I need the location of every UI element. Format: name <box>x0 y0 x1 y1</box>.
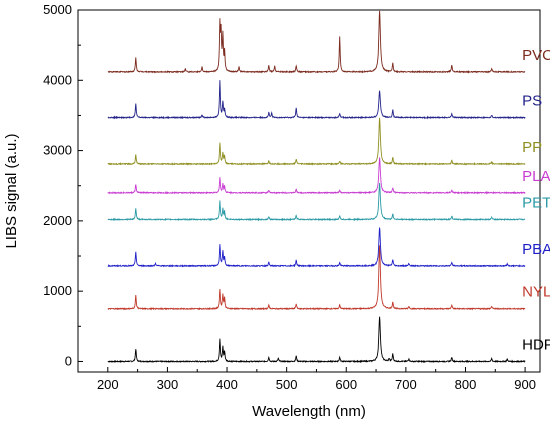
y-axis-title: LIBS signal (a.u.) <box>3 133 20 248</box>
x-tick-label: 600 <box>335 377 357 392</box>
spectrum-pbat <box>107 227 526 268</box>
series-label-pp: PP <box>522 139 542 156</box>
series-label-pla: PLA <box>522 168 550 185</box>
x-tick-label: 800 <box>455 377 477 392</box>
series-labels: HDPE NYLON PBAT PET PLA PP PS PVC <box>522 47 550 354</box>
x-axis-title: Wavelength (nm) <box>252 403 366 420</box>
spectrum-nylon <box>107 245 526 311</box>
series-label-pbat: PBAT <box>522 241 550 258</box>
series-label-pet: PET <box>522 194 550 211</box>
y-tick-label: 5000 <box>43 2 72 17</box>
x-tick-label: 300 <box>157 377 179 392</box>
x-tick-label: 900 <box>514 377 536 392</box>
spectrum-hdpe <box>107 316 526 364</box>
spectrum-pet <box>107 183 526 222</box>
y-tick-label: 3000 <box>43 143 72 158</box>
plot-frame <box>77 9 541 373</box>
spectra-traces <box>107 10 526 364</box>
spectrum-pp <box>107 117 526 166</box>
y-tick-label: 2000 <box>43 213 72 228</box>
y-tick-label: 0 <box>65 353 72 368</box>
spectrum-pvc <box>107 10 526 74</box>
x-tick-label: 200 <box>97 377 119 392</box>
spectrum-ps <box>107 80 526 120</box>
series-label-pvc: PVC <box>522 47 550 64</box>
y-tick-label: 4000 <box>43 72 72 87</box>
series-label-ps: PS <box>522 93 542 110</box>
x-tick-label: 500 <box>276 377 298 392</box>
series-label-hdpe: HDPE <box>522 336 550 353</box>
y-tick-label: 1000 <box>43 283 72 298</box>
x-axis-ticks: 200 300 400 500 600 700 800 900 <box>97 367 536 392</box>
series-label-nylon: NYLON <box>522 284 550 301</box>
x-tick-label: 700 <box>395 377 417 392</box>
y-axis-ticks: 0 1000 2000 3000 4000 5000 <box>43 2 83 368</box>
spectrum-pla <box>107 157 526 195</box>
x-tick-label: 400 <box>216 377 238 392</box>
